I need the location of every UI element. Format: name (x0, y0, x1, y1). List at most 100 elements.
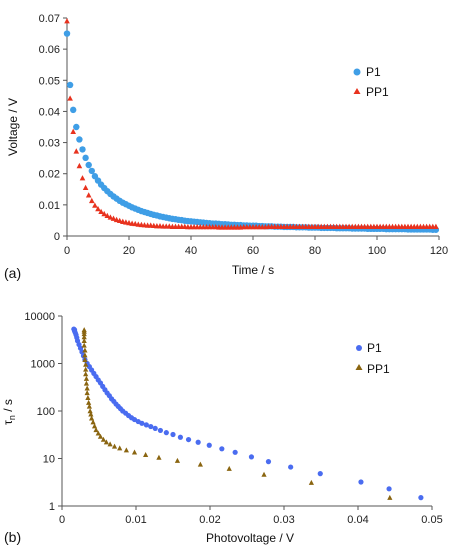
x-tick-label-a: 60 (247, 245, 259, 257)
y-axis-label-b-main: τ (1, 420, 15, 425)
legend-label-p1-b: P1 (367, 341, 382, 355)
point-p1-b (386, 486, 392, 492)
point-p1-b (288, 464, 294, 470)
y-tick-label-b: 100 (37, 406, 55, 418)
point-pp1-a (76, 162, 83, 169)
point-pp1-b (87, 408, 93, 414)
point-p1-b (170, 431, 176, 438)
point-pp1-b (83, 380, 90, 386)
point-p1-b (71, 326, 77, 332)
y-tick-label-a: 0.04 (39, 106, 60, 118)
point-pp1-a (85, 192, 92, 198)
point-p1-a (63, 30, 71, 37)
point-pp1-b (117, 445, 123, 451)
x-tick-label-a: 0 (64, 245, 70, 257)
legend-a: P1 PP1 (353, 65, 389, 99)
y-tick-label-a: 0.01 (39, 200, 60, 212)
point-p1-b (152, 425, 158, 432)
point-pp1-b (100, 436, 107, 442)
x-tick-label-a: 100 (368, 245, 386, 257)
point-pp1-a (113, 216, 120, 223)
y-tick-label-b: 1 (49, 501, 55, 513)
point-p1-b (157, 427, 164, 434)
x-tick-label-b: 0.01 (125, 514, 146, 526)
point-pp1-b (86, 399, 92, 405)
point-p1-b (195, 439, 201, 445)
point-pp1-b (95, 430, 101, 436)
point-pp1-a (82, 184, 89, 191)
y-tick-label-a: 0.03 (39, 138, 60, 150)
point-p1-b (232, 449, 238, 455)
point-pp1-a (92, 202, 98, 208)
point-p1-b (206, 442, 212, 448)
point-pp1-b (156, 454, 162, 460)
point-pp1-b (86, 403, 92, 409)
point-pp1-b (84, 385, 90, 391)
point-pp1-a (64, 18, 70, 24)
x-tick-label-a: 40 (185, 245, 197, 257)
point-pp1-b (123, 447, 129, 453)
point-pp1-b (387, 494, 393, 500)
x-axis-label-a: Time / s (232, 263, 274, 277)
point-pp1-a (101, 210, 107, 217)
y-axis-label-b-sub: n (7, 415, 17, 420)
point-pp1-b (91, 423, 98, 429)
point-pp1-a (110, 215, 117, 221)
legend-marker-p1-b (356, 345, 362, 351)
legend-b: P1 PP1 (355, 341, 390, 376)
point-pp1-b (82, 356, 88, 362)
point-pp1-b (89, 415, 95, 421)
point-p1-a (66, 81, 74, 89)
point-pp1-b (83, 375, 90, 381)
point-pp1-b (81, 338, 87, 344)
point-p1-b (143, 422, 149, 428)
point-p1-a (88, 167, 96, 175)
point-p1-b (177, 434, 183, 440)
y-tick-label-a: 0 (54, 231, 60, 243)
point-pp1-b (84, 390, 90, 396)
point-p1-b (265, 459, 272, 465)
point-p1-b (163, 430, 169, 436)
y-tick-label-a: 0.05 (39, 75, 60, 87)
point-pp1-a (104, 212, 111, 219)
point-pp1-a (73, 148, 80, 154)
point-p1-b (248, 454, 255, 460)
x-tick-label-b: 0.02 (199, 514, 220, 526)
legend-label-p1-a: P1 (366, 65, 381, 79)
point-pp1-b (90, 419, 96, 425)
legend-label-pp1-a: PP1 (366, 85, 389, 99)
point-pp1-b (82, 347, 88, 353)
point-p1-a (70, 106, 77, 114)
y-axis-label-b: τn / s (1, 399, 17, 425)
legend-label-pp1-b: PP1 (367, 362, 390, 376)
x-tick-label-a: 80 (309, 245, 321, 257)
y-tick-label-a: 0.07 (39, 13, 60, 25)
y-axis-label-a: Voltage / V (6, 98, 20, 156)
point-pp1-a (70, 128, 76, 134)
x-tick-label-a: 20 (123, 245, 135, 257)
panel-label-b: (b) (4, 529, 21, 545)
panel-a: 0 20 40 60 80 100 120 0 0.01 0.02 0.03 0.04 0.05 0.0… (4, 13, 448, 281)
y-tick-label-a: 0.02 (39, 169, 60, 181)
point-pp1-b (82, 352, 88, 358)
point-pp1-a (98, 208, 104, 215)
point-pp1-a (67, 95, 73, 101)
x-axis-label-b: Photovoltage / V (206, 531, 294, 545)
point-pp1-a (79, 175, 86, 181)
y-tick-label-b: 10000 (24, 311, 55, 323)
point-pp1-b (143, 451, 149, 457)
point-p1-a (73, 123, 80, 131)
point-pp1-b (81, 334, 87, 340)
x-tick-label-b: 0.03 (273, 514, 294, 526)
point-pp1-b (83, 371, 89, 377)
point-pp1-b (85, 394, 91, 400)
point-pp1-b (308, 479, 314, 485)
point-pp1-a (116, 217, 123, 224)
point-pp1-b (103, 439, 109, 445)
legend-marker-p1-a (353, 68, 361, 76)
point-pp1-b (197, 461, 203, 467)
point-p1-b (185, 436, 192, 443)
y-tick-label-b: 1000 (31, 359, 55, 371)
x-tick-label-b: 0 (59, 514, 65, 526)
